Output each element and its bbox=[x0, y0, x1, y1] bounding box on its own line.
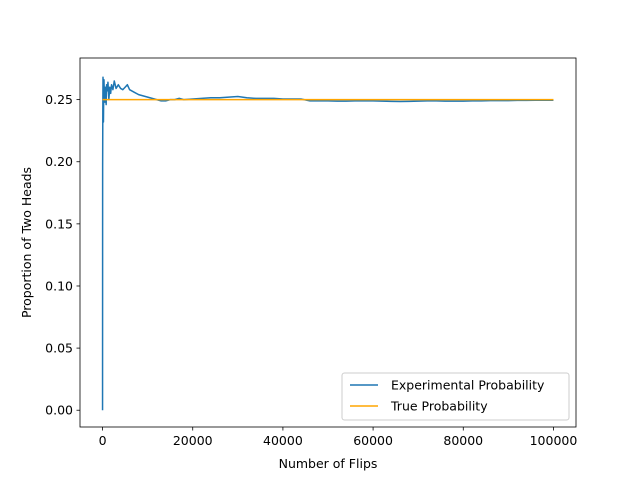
x-tick-label: 0 bbox=[99, 433, 107, 448]
x-tick-label: 60000 bbox=[353, 433, 393, 448]
y-tick-label: 0.25 bbox=[45, 92, 73, 107]
plot-area bbox=[101, 76, 554, 411]
y-axis-label: Proportion of Two Heads bbox=[19, 167, 34, 318]
x-tick-label: 80000 bbox=[443, 433, 483, 448]
x-axis: 0 20000 40000 60000 80000 100000 bbox=[99, 427, 578, 448]
legend-frame bbox=[341, 372, 570, 421]
y-tick-label: 0.10 bbox=[45, 278, 73, 293]
x-tick-label: 100000 bbox=[530, 433, 578, 448]
y-tick-label: 0.05 bbox=[45, 341, 73, 356]
legend: Experimental Probability True Probability bbox=[341, 372, 570, 421]
axes-frame bbox=[79, 57, 577, 428]
x-axis-label: Number of Flips bbox=[279, 456, 378, 471]
y-tick-label: 0.20 bbox=[45, 154, 73, 169]
legend-entry: Experimental Probability bbox=[391, 378, 545, 393]
y-tick-label: 0.15 bbox=[45, 216, 73, 231]
legend-entry: True Probability bbox=[390, 399, 488, 414]
y-axis: 0.00 0.05 0.10 0.15 0.20 0.25 bbox=[45, 92, 80, 418]
x-tick-label: 20000 bbox=[173, 433, 213, 448]
y-tick-label: 0.00 bbox=[45, 403, 73, 418]
x-tick-label: 40000 bbox=[263, 433, 303, 448]
